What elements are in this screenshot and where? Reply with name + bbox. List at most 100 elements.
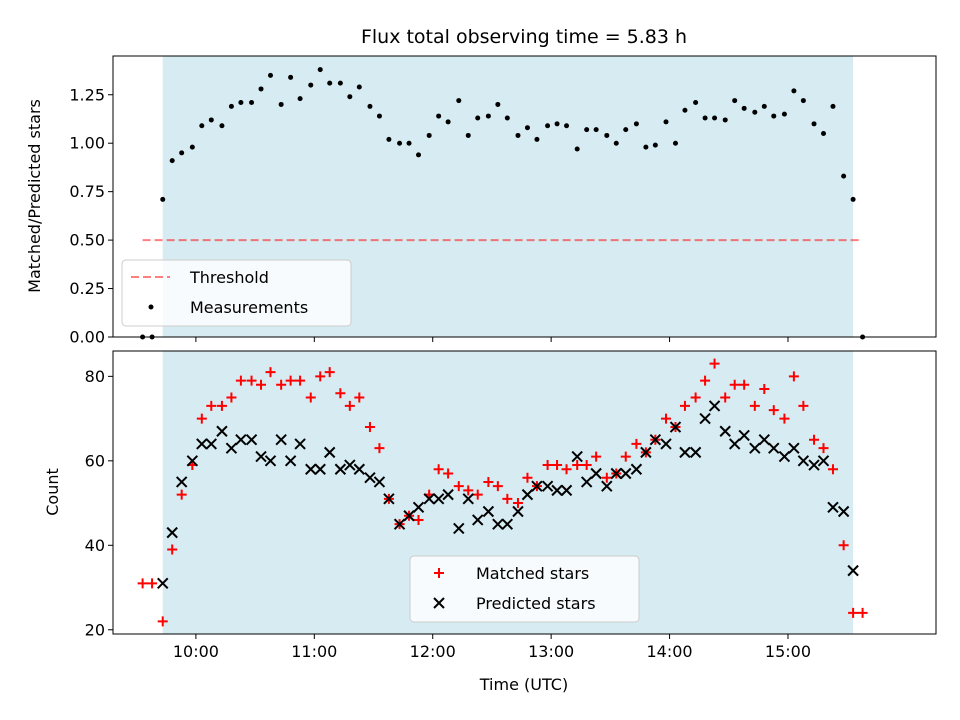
- measurement-point: [456, 98, 462, 104]
- ratio-y-ticks: 0.00 0.25 0.50 0.75 1.00 1.25: [69, 85, 113, 347]
- measurement-point: [288, 74, 294, 80]
- predicted-star-point: [808, 459, 820, 471]
- predicted-star-point: [175, 476, 188, 488]
- measurement-point: [761, 103, 767, 109]
- measurement-point: [841, 173, 847, 179]
- predicted-star-point: [630, 463, 643, 475]
- predicted-star-point: [294, 438, 306, 450]
- predicted-star-point: [640, 446, 652, 459]
- matched-star-point: [324, 367, 335, 378]
- measurement-point: [524, 125, 530, 131]
- legend-matched-swatch: [434, 568, 444, 578]
- measurement-point: [436, 113, 442, 119]
- measurement-point: [732, 98, 738, 104]
- measurement-point: [791, 88, 797, 94]
- y-tick-label: 0.50: [69, 231, 105, 250]
- measurement-point: [160, 196, 166, 202]
- matched-star-point: [285, 375, 296, 386]
- matched-star-point: [581, 460, 592, 471]
- matched-star-point: [759, 384, 770, 395]
- predicted-star-point: [571, 450, 583, 463]
- predicted-star-point: [305, 463, 317, 475]
- x-tick-label: 12:00: [410, 642, 456, 661]
- x-tick-label: 14:00: [647, 642, 693, 661]
- predicted-star-point: [738, 429, 750, 442]
- measurement-point: [702, 115, 708, 121]
- measurement-point: [545, 123, 551, 129]
- matched-star-point: [552, 460, 563, 471]
- matched-star-point: [492, 481, 503, 492]
- y-tick-label: 1.00: [69, 134, 105, 153]
- measurement-point: [781, 111, 787, 117]
- predicted-star-point: [768, 442, 780, 454]
- predicted-star-point: [847, 564, 859, 577]
- measurement-point: [515, 132, 521, 138]
- measurement-point: [564, 123, 570, 129]
- predicted-star-point: [551, 484, 563, 497]
- legend-matched-label: Matched stars: [476, 564, 589, 583]
- matched-star-point: [709, 358, 720, 369]
- matched-star-point: [157, 616, 168, 627]
- measurement-point: [830, 103, 836, 109]
- matched-star-point: [700, 375, 711, 386]
- predicted-star-point: [196, 438, 208, 450]
- predicted-star-point: [255, 450, 267, 463]
- ratio-legend-box: [121, 259, 352, 327]
- measurement-point: [821, 131, 827, 137]
- measurement-point: [623, 127, 629, 133]
- predicted-star-point: [492, 518, 504, 530]
- measurement-point: [465, 132, 471, 138]
- measurement-point: [219, 123, 225, 129]
- legend-measurements-swatch: [148, 304, 154, 310]
- measurement-point: [406, 140, 412, 146]
- predicted-star-point: [590, 467, 602, 480]
- predicted-star-point: [403, 510, 415, 522]
- matched-star-point: [818, 443, 829, 454]
- matched-star-point: [729, 379, 740, 390]
- legend-predicted-label: Predicted stars: [476, 594, 596, 613]
- matched-star-point: [739, 379, 750, 390]
- predicted-star-point: [827, 501, 839, 513]
- predicted-star-point: [423, 493, 435, 505]
- predicted-star-point: [344, 459, 356, 471]
- matched-star-point: [216, 400, 227, 411]
- measurement-point: [386, 136, 392, 142]
- matched-star-point: [601, 472, 612, 483]
- measurement-point: [208, 117, 214, 123]
- measurement-point: [633, 121, 639, 127]
- measurement-point: [317, 67, 323, 73]
- predicted-star-point: [275, 433, 287, 446]
- matched-star-point: [572, 460, 583, 471]
- matched-star-point: [256, 379, 267, 390]
- predicted-star-point: [728, 438, 741, 450]
- y-tick-label: 80: [85, 367, 105, 386]
- predicted-star-point: [660, 438, 672, 450]
- matched-star-point: [857, 607, 868, 618]
- measurement-point: [495, 101, 501, 107]
- measurement-point: [604, 132, 610, 138]
- measurement-point: [534, 136, 540, 142]
- measurement-point: [693, 100, 699, 106]
- matched-star-point: [374, 443, 385, 454]
- matched-star-point: [720, 392, 731, 403]
- matched-star-point: [413, 514, 424, 525]
- x-tick-label: 15:00: [765, 642, 811, 661]
- predicted-star-point: [601, 480, 613, 492]
- measurement-point: [771, 113, 777, 119]
- x-tick-label: 13:00: [528, 642, 574, 661]
- predicted-star-point: [708, 400, 721, 412]
- count-y-axis-label: Count: [43, 468, 62, 516]
- matched-star-point: [167, 544, 178, 555]
- matched-star-point: [561, 464, 572, 475]
- measurement-point: [445, 119, 451, 125]
- ratio-x-ticks: [195, 337, 789, 342]
- measurement-point: [297, 96, 303, 102]
- predicted-star-point: [689, 446, 702, 459]
- measurement-point: [169, 158, 175, 164]
- predicted-star-point: [235, 433, 247, 446]
- legend-measurements-label: Measurements: [190, 298, 308, 317]
- predicted-star-point: [186, 455, 199, 467]
- predicted-star-point: [216, 425, 228, 437]
- measurement-point: [613, 140, 619, 146]
- predicted-star-point: [364, 472, 376, 484]
